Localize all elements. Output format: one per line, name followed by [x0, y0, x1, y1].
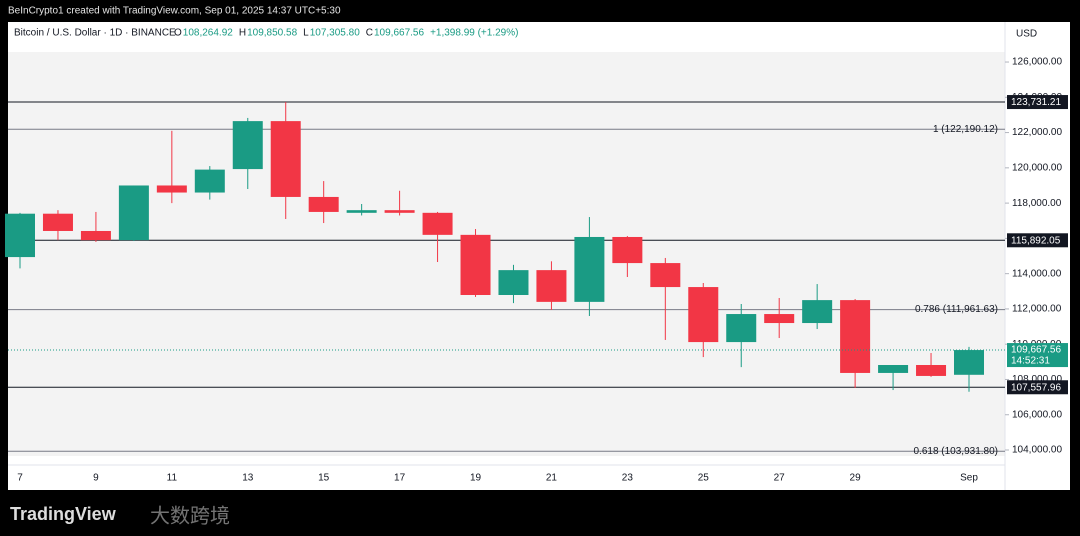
candle-body — [498, 270, 529, 295]
y-tick-label: 120,000.00 — [1012, 162, 1062, 173]
y-tick-label: 114,000.00 — [1012, 268, 1062, 279]
y-tick-label: 108,000.00 — [1012, 374, 1062, 385]
fib-label: 1 (122,190.12) — [933, 124, 998, 135]
x-tick-label: 11 — [167, 473, 178, 484]
plot-background — [8, 52, 1005, 456]
legend-change: +1,398.99 (+1.29%) — [430, 28, 518, 39]
level-tag-label: 123,731.21 — [1011, 97, 1061, 108]
fib-label: 0.618 (103,931.80) — [913, 446, 998, 457]
level-tag — [1007, 233, 1068, 248]
price-tag — [1007, 343, 1068, 368]
level-tag-label: 107,557.96 — [1011, 382, 1061, 393]
x-tick-label: 29 — [850, 473, 862, 484]
candle-body — [764, 314, 795, 324]
x-tick-label: 7 — [17, 473, 23, 484]
x-tick-label: Sep — [960, 473, 978, 484]
legend-key: C — [366, 28, 373, 39]
candle-body — [118, 185, 149, 241]
legend: O 108,264.92 H 109,850.58 L 107,305.80 C 109,66… — [174, 28, 518, 39]
brand: TradingView — [10, 504, 117, 524]
y-tick-label: 126,000.00 — [1012, 57, 1062, 68]
legend-key: L — [303, 28, 309, 39]
candle-body — [156, 185, 187, 193]
candle-body — [194, 169, 225, 193]
level-tag-label: 115,892.05 — [1011, 235, 1061, 246]
x-tick-label: 19 — [470, 473, 482, 484]
level-tag — [1007, 380, 1068, 395]
candle-body — [308, 196, 339, 212]
candle-body — [270, 121, 301, 197]
candle-body — [536, 270, 567, 302]
candle-body — [42, 213, 73, 231]
candle-body — [80, 230, 111, 241]
candle-body — [916, 365, 947, 376]
legend-value: 109,850.58 — [247, 28, 297, 39]
candle-body — [346, 210, 377, 213]
legend-value: 109,667.56 — [374, 28, 424, 39]
candle-body — [726, 314, 757, 343]
x-tick-label: 25 — [698, 473, 710, 484]
price-countdown: 14:52:31 — [1011, 356, 1050, 367]
candle-body — [688, 287, 719, 343]
price-tag-label: 109,667.56 — [1011, 345, 1061, 356]
candle-body — [422, 212, 453, 235]
x-tick-label: 15 — [318, 473, 330, 484]
level-tag — [1007, 95, 1068, 110]
x-tick-label: 27 — [774, 473, 786, 484]
y-tick-label: 104,000.00 — [1012, 445, 1062, 456]
x-tick-label: 23 — [622, 473, 634, 484]
y-tick-label: 106,000.00 — [1012, 409, 1062, 420]
legend-key: O — [174, 28, 182, 39]
x-tick-label: 9 — [93, 473, 99, 484]
candle-body — [384, 210, 415, 213]
header: BeInCrypto1 created with TradingView.com… — [8, 6, 341, 17]
y-tick-label: 112,000.00 — [1012, 304, 1062, 315]
y-tick-label: 122,000.00 — [1012, 127, 1062, 138]
candle-body — [650, 263, 681, 288]
candle-body — [840, 300, 871, 373]
y-tick-label: 118,000.00 — [1012, 198, 1062, 209]
watermark: 大数跨境 — [150, 504, 230, 527]
x-tick-label: 21 — [546, 473, 558, 484]
symbol: Bitcoin / U.S. Dollar · 1D · BINANCE — [14, 28, 176, 39]
candle-body — [612, 236, 643, 264]
candle-body — [574, 236, 605, 302]
legend-value: 108,264.92 — [183, 28, 233, 39]
candle-body — [232, 121, 263, 170]
x-tick-label: 13 — [242, 473, 254, 484]
fib-label: 0.786 (111,961.63) — [915, 304, 998, 315]
candle-body — [954, 350, 984, 375]
candle-body — [878, 365, 909, 373]
x-tick-label: 17 — [394, 473, 406, 484]
candle-body — [460, 234, 491, 295]
legend-key: H — [239, 28, 246, 39]
candle-body — [802, 300, 833, 324]
legend-value: 107,305.80 — [310, 28, 360, 39]
currency: USD — [1016, 29, 1037, 40]
candle-body — [5, 213, 35, 258]
